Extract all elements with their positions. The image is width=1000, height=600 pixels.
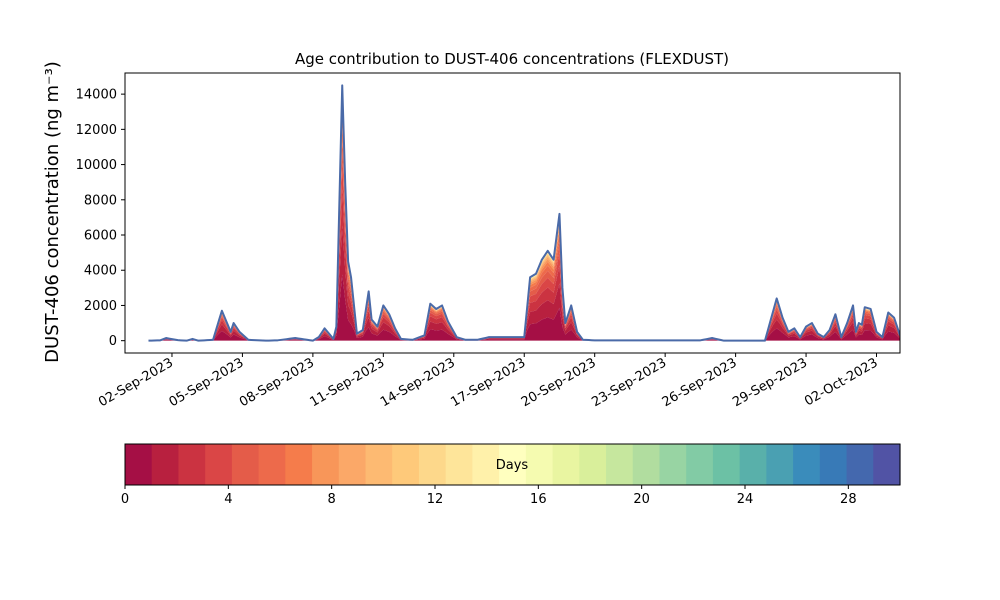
colorbar-tick-label: 20 [633, 492, 650, 507]
colorbar-swatch [739, 444, 767, 485]
colorbar-swatch [418, 444, 447, 485]
plot-area [148, 84, 900, 342]
colorbar: 0 4 8 12 16 20 24 28 [121, 443, 901, 507]
colorbar-swatch [178, 444, 206, 485]
colorbar-swatch [632, 444, 661, 485]
x-tick-label: 02-Sep-2023 [96, 355, 176, 410]
colorbar-tick-label: 24 [737, 492, 754, 507]
colorbar-swatch [312, 444, 340, 485]
colorbar-swatch [686, 444, 714, 485]
colorbar-tick-label: 28 [840, 492, 857, 507]
colorbar-swatch [125, 444, 153, 485]
colorbar-swatch [793, 444, 821, 485]
y-tick-label: 8000 [84, 193, 117, 208]
y-tick-label: 6000 [84, 229, 117, 244]
y-axis-label: DUST-406 concentration (ng m⁻³) [42, 61, 63, 363]
colorbar-swatch [258, 444, 286, 485]
age-band-area-3 [148, 162, 900, 341]
y-tick-label: 4000 [84, 264, 117, 279]
y-tick-label: 14000 [76, 88, 117, 103]
colorbar-swatch [285, 444, 313, 485]
y-tick-label: 2000 [84, 299, 117, 314]
colorbar-swatch [846, 444, 874, 485]
colorbar-swatch [365, 444, 393, 485]
age-band-area-2 [148, 189, 900, 341]
colorbar-swatch [873, 444, 901, 485]
y-tick-label: 12000 [76, 123, 117, 138]
colorbar-tick-label: 12 [427, 492, 444, 507]
colorbar-tick-label: 8 [328, 492, 336, 507]
colorbar-label: Days [496, 458, 529, 473]
x-tick-label: 02-Oct-2023 [802, 355, 880, 409]
colorbar-swatch [525, 444, 554, 485]
x-tick-label: 23-Sep-2023 [589, 355, 669, 410]
colorbar-swatch [819, 444, 848, 485]
x-tick-label: 20-Sep-2023 [519, 355, 599, 410]
age-band-area-0 [148, 274, 900, 341]
colorbar-swatch [151, 444, 180, 485]
y-tick-label: 10000 [76, 158, 117, 173]
colorbar-swatch [579, 444, 607, 485]
x-tick-label: 08-Sep-2023 [237, 355, 317, 410]
colorbar-swatch [205, 444, 233, 485]
colorbar-swatch [766, 444, 794, 485]
x-tick-label: 11-Sep-2023 [308, 355, 388, 410]
colorbar-swatch [392, 444, 420, 485]
y-tick-label: 0 [109, 334, 117, 349]
colorbar-swatch [606, 444, 634, 485]
colorbar-tick-label: 4 [224, 492, 232, 507]
colorbar-tick-label: 0 [121, 492, 129, 507]
total-concentration-line [148, 84, 900, 342]
x-tick-label: 14-Sep-2023 [378, 355, 458, 410]
colorbar-swatch [338, 444, 367, 485]
x-tick-label: 05-Sep-2023 [167, 355, 247, 410]
colorbar-tick-label: 16 [530, 492, 547, 507]
x-tick-label: 29-Sep-2023 [730, 355, 810, 410]
x-tick-label: 26-Sep-2023 [660, 355, 740, 410]
colorbar-swatch [552, 444, 580, 485]
age-band-area-1 [148, 225, 900, 341]
plot-frame [124, 72, 901, 354]
x-tick-label: 17-Sep-2023 [448, 355, 528, 410]
colorbar-swatch [499, 444, 527, 485]
colorbar-swatch [472, 444, 500, 485]
y-axis: 0 2000 4000 6000 8000 10000 12000 14000 [76, 88, 125, 349]
colorbar-swatch [231, 444, 260, 485]
colorbar-swatch [659, 444, 687, 485]
chart-title: Age contribution to DUST-406 concentrati… [295, 50, 729, 68]
colorbar-swatch [712, 444, 741, 485]
colorbar-swatch [445, 444, 474, 485]
x-axis: 02-Sep-202305-Sep-202308-Sep-202311-Sep-… [96, 353, 881, 410]
colorbar-frame [124, 443, 901, 486]
